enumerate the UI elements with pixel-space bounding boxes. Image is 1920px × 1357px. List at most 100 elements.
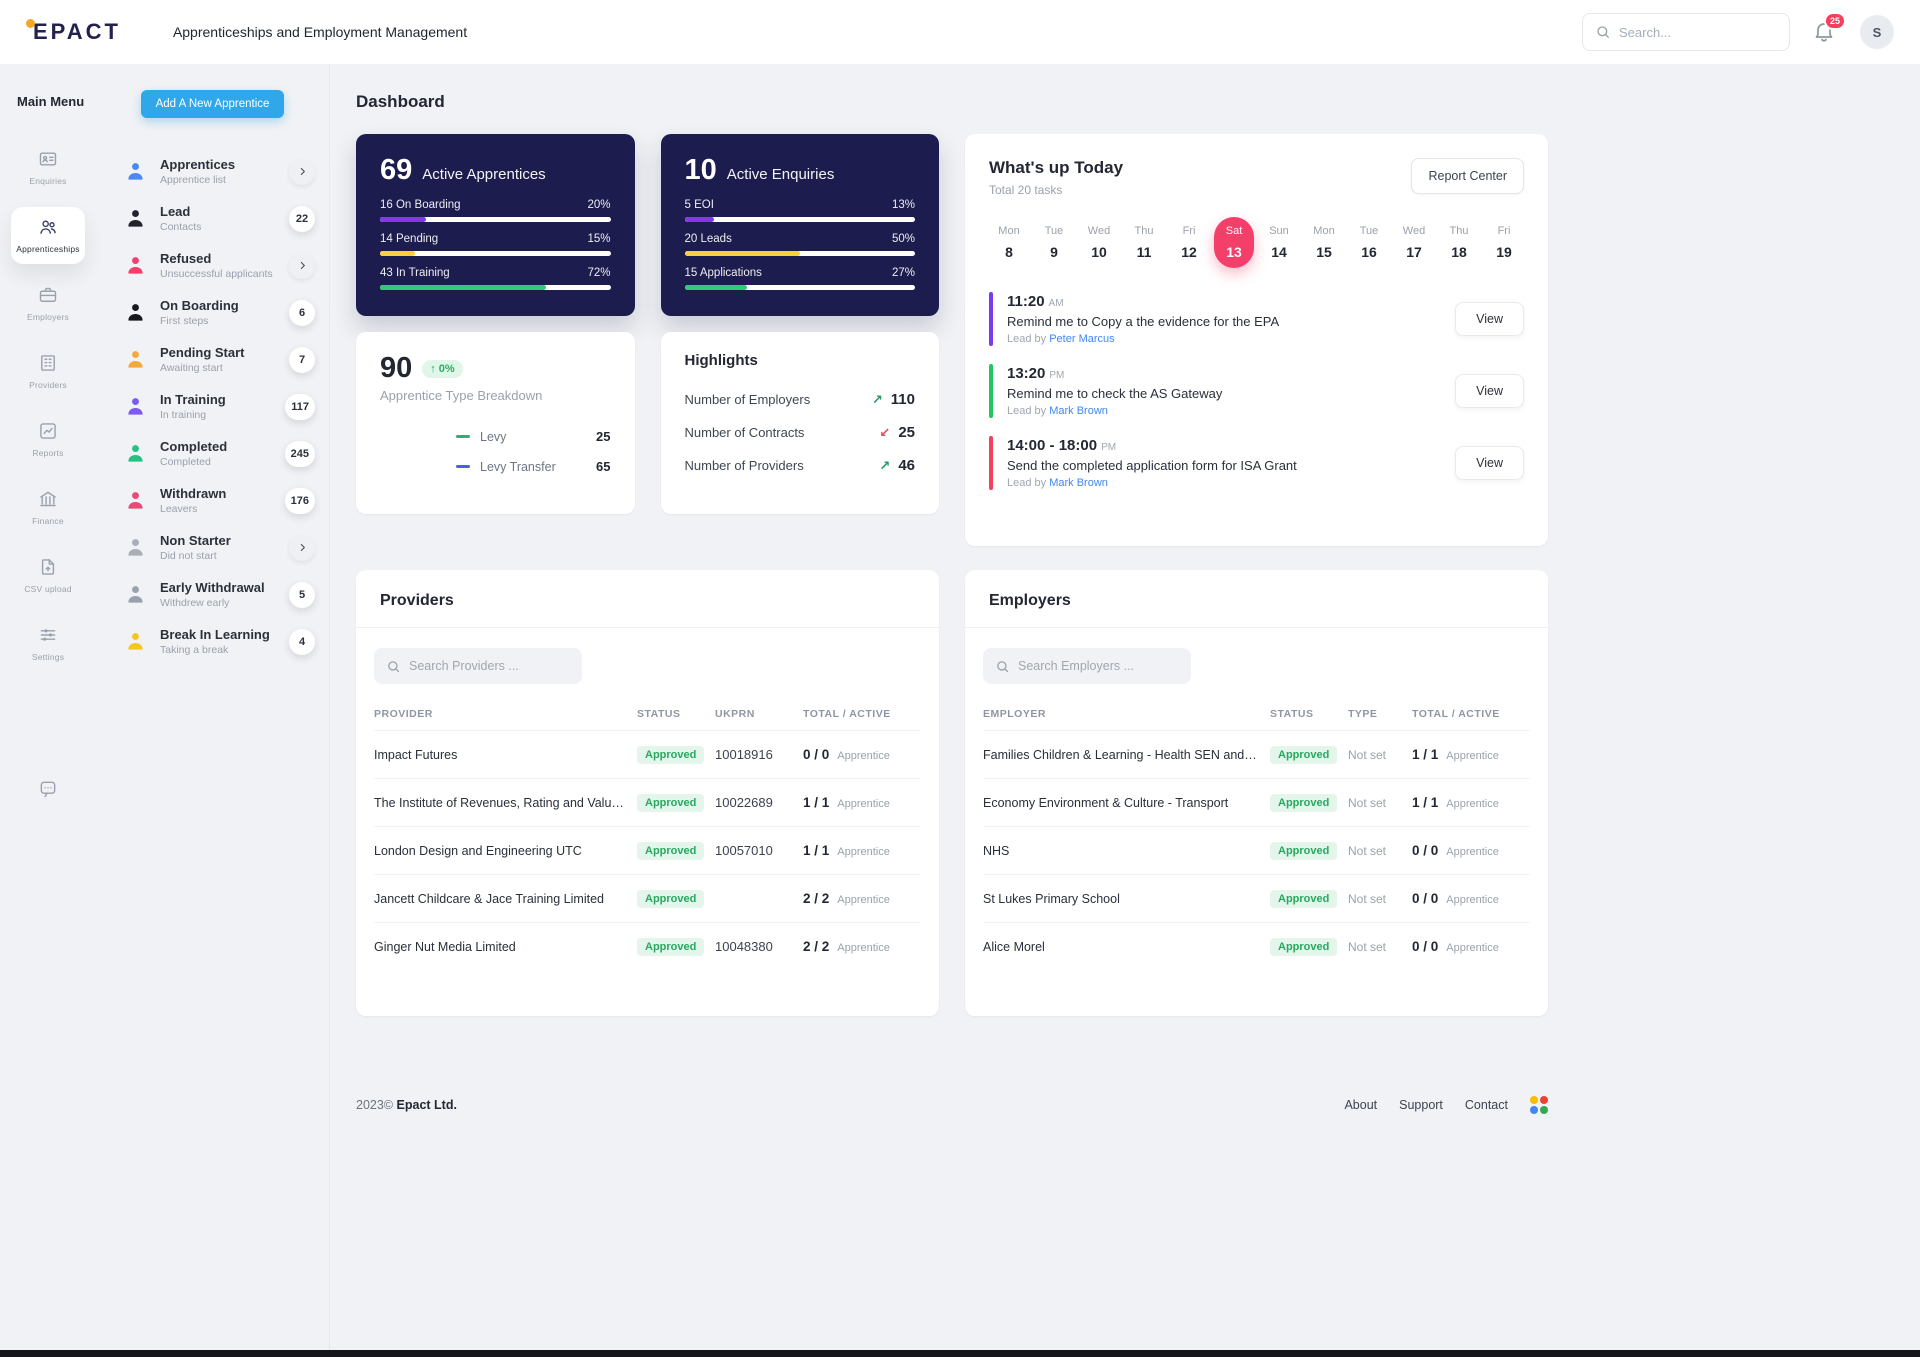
search-input[interactable] [1619,24,1777,40]
up-arrow-icon: ↑ [430,362,436,375]
apprentice-status-item[interactable]: In Training In training 117 [96,383,329,430]
view-task-button[interactable]: View [1455,446,1524,480]
employer-table-row[interactable]: NHS Approved Not set 0 / 0 Apprentice [983,826,1530,874]
calendar-day[interactable]: Wed 10 [1087,225,1111,260]
nav-reports[interactable]: Reports [11,411,85,468]
nav-settings[interactable]: Settings [11,615,85,672]
employer-type: Not set [1348,891,1387,906]
employers-search[interactable] [983,648,1191,684]
epact-logo[interactable]: EPACT [26,19,121,45]
active-enquiries-label: Active Enquiries [726,166,835,183]
csv-upload-icon [38,557,58,577]
nav-apprenticeships[interactable]: Apprenticeships [11,207,85,264]
status-subtitle: Leavers [160,503,198,515]
employer-table-row[interactable]: St Lukes Primary School Approved Not set… [983,874,1530,922]
progress-row: 20 Leads 50% [684,233,915,256]
breakdown-label: Apprentice Type Breakdown [380,388,543,403]
chat-widget-icon[interactable] [1530,1096,1548,1114]
chevron-right-icon[interactable] [289,252,315,279]
progress-bar [380,285,611,290]
status-badge: Approved [1270,794,1338,812]
view-task-button[interactable]: View [1455,374,1524,408]
provider-table-row[interactable]: The Institute of Revenues, Rating and Va… [374,778,921,826]
status-title: Withdrawn [160,486,227,501]
provider-table-row[interactable]: Jancett Childcare & Jace Training Limite… [374,874,921,922]
calendar-day[interactable]: Fri 19 [1496,225,1512,260]
main-menu-heading: Main Menu [17,94,85,109]
calendar-day[interactable]: Sat 13 [1214,217,1254,268]
calendar-day[interactable]: Thu 18 [1449,225,1469,260]
lead-link[interactable]: Mark Brown [1049,405,1108,417]
progress-percent: 20% [587,199,611,211]
providers-search[interactable] [374,648,582,684]
apprentice-status-item[interactable]: Apprentices Apprentice list [96,148,329,195]
employer-table-row[interactable]: Families Children & Learning - Health SE… [983,730,1530,778]
footer-link-about[interactable]: About [1344,1098,1378,1112]
chevron-right-icon[interactable] [289,158,315,185]
task-accent-bar [989,436,993,490]
apprentice-status-item[interactable]: On Boarding First steps 6 [96,289,329,336]
legend-label: Levy [480,429,507,444]
footer-link-contact[interactable]: Contact [1464,1098,1508,1112]
add-apprentice-button[interactable]: Add A New Apprentice [140,90,285,118]
calendar-day[interactable]: Mon 15 [1313,225,1335,260]
page-title: Dashboard [356,92,445,111]
highlight-label: Number of Providers [684,458,804,473]
lead-link[interactable]: Mark Brown [1049,477,1108,489]
apprentice-status-item[interactable]: Non Starter Did not start [96,524,329,571]
employer-table-row[interactable]: Economy Environment & Culture - Transpor… [983,778,1530,826]
calendar-day[interactable]: Tue 9 [1044,225,1064,260]
avatar[interactable]: S [1860,15,1894,49]
logo-text: EPACT [33,19,121,44]
apprentice-status-item[interactable]: Pending Start Awaiting start 7 [96,336,329,383]
highlight-row: Number of Providers ↗ 46 [685,449,916,482]
apprentice-status-list: Apprentices Apprentice list Lead Contact… [96,148,329,665]
employer-type: Not set [1348,939,1387,954]
total-unit-label: Apprentice [1446,894,1499,906]
apprentice-status-item[interactable]: Break In Learning Taking a break 4 [96,618,329,665]
apprentice-status-item[interactable]: Refused Unsuccessful applicants [96,242,329,289]
provider-table-row[interactable]: London Design and Engineering UTC Approv… [374,826,921,874]
employer-table-row[interactable]: Alice Morel Approved Not set 0 / 0 Appre… [983,922,1530,970]
calendar-day[interactable]: Wed 17 [1402,225,1426,260]
report-center-button[interactable]: Report Center [1411,158,1524,194]
lead-by-label: Lead by [1007,333,1047,345]
apprentice-status-item[interactable]: Withdrawn Leavers 176 [96,477,329,524]
progress-label: 15 Applications [684,267,762,279]
calendar-day[interactable]: Sun 14 [1269,225,1289,260]
provider-table-row[interactable]: Ginger Nut Media Limited Approved 100483… [374,922,921,970]
lead-link[interactable]: Peter Marcus [1049,333,1115,345]
early-withdrawal-person-icon [124,583,147,606]
calendar-day[interactable]: Mon 8 [998,225,1020,260]
apprentice-status-item[interactable]: Early Withdrawal Withdrew early 5 [96,571,329,618]
nav-feedback[interactable] [11,769,85,809]
count-badge: 6 [289,299,315,326]
providers-table-body: Impact Futures Approved 10018916 0 / 0 A… [374,730,921,970]
apprentice-status-item[interactable]: Lead Contacts 22 [96,195,329,242]
employers-search-input[interactable] [1018,659,1179,673]
providers-search-input[interactable] [409,659,570,673]
nav-employers[interactable]: Employers [11,275,85,332]
finance-icon [38,489,58,509]
provider-table-row[interactable]: Impact Futures Approved 10018916 0 / 0 A… [374,730,921,778]
calendar-day[interactable]: Fri 12 [1181,225,1197,260]
active-enquiries-count: 10 [684,154,717,186]
settings-icon [38,625,58,645]
nav-providers[interactable]: Providers [11,343,85,400]
view-task-button[interactable]: View [1455,302,1524,336]
apprenticeships-icon [38,217,58,237]
nav-csv-upload[interactable]: CSV upload [11,547,85,604]
chevron-right-icon[interactable] [289,534,315,561]
count-badge: 117 [285,393,315,420]
footer-link-support[interactable]: Support [1399,1098,1443,1112]
progress-row: 15 Applications 27% [684,267,915,290]
nav-enquiries[interactable]: Enquiries [11,139,85,196]
calendar-day[interactable]: Thu 11 [1134,225,1154,260]
calendar-day[interactable]: Tue 16 [1359,225,1379,260]
apprentice-status-item[interactable]: Completed Completed 245 [96,430,329,477]
nav-finance[interactable]: Finance [11,479,85,536]
status-title: Early Withdrawal [160,580,265,595]
task-time: 13:20 [1007,365,1046,382]
global-search[interactable] [1582,13,1790,51]
notifications-button[interactable]: 25 [1812,12,1846,45]
